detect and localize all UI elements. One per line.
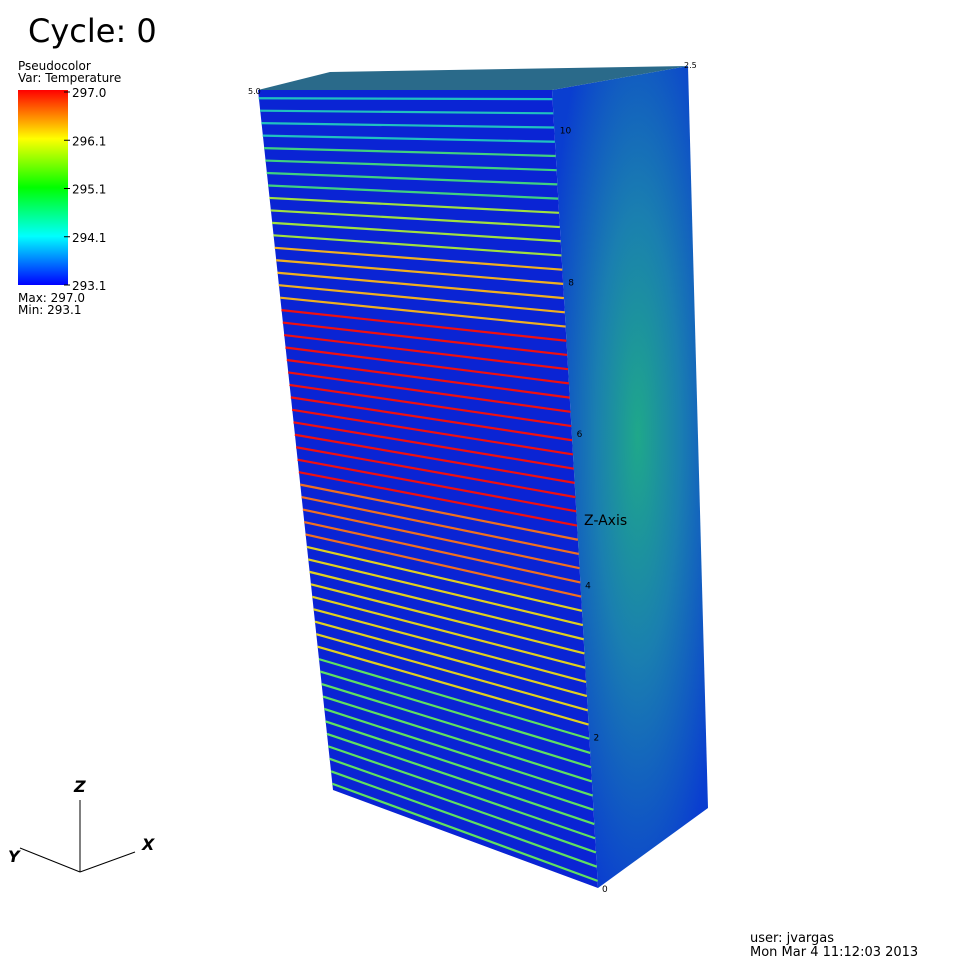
triad-x: X — [141, 835, 155, 854]
z-tick-label: 2 — [594, 733, 600, 743]
z-axis-label: Z-Axis — [584, 513, 627, 529]
stripe — [259, 98, 553, 99]
legend-var: Var: Temperature — [18, 71, 121, 85]
x-tick: 5.0 — [248, 87, 261, 96]
title: Cycle: 0 — [28, 12, 157, 50]
z-tick-label: 6 — [577, 430, 583, 440]
colorbar-label: 297.0 — [72, 86, 106, 100]
z-tick-label: 0 — [602, 885, 608, 895]
triad-y: Y — [8, 847, 21, 866]
visit-window: Cycle: 0 Pseudocolor Var: Temperature 29… — [0, 0, 956, 964]
legend-min: Min: 293.1 — [18, 303, 82, 317]
date: Mon Mar 4 11:12:03 2013 — [750, 945, 918, 960]
colorbar-label: 295.1 — [72, 183, 106, 197]
y-tick: 2.5 — [684, 61, 697, 70]
user: user: jvargas — [750, 931, 834, 946]
z-tick-label: 4 — [585, 582, 591, 592]
colorbar-label: 294.1 — [72, 231, 106, 245]
render: Cycle: 0 Pseudocolor Var: Temperature 29… — [0, 0, 956, 964]
colorbar-label: 296.1 — [72, 134, 106, 148]
triad — [20, 800, 135, 872]
colorbar — [18, 90, 68, 285]
z-tick-label: 8 — [568, 278, 574, 288]
z-tick-label: 10 — [560, 127, 572, 137]
triad-z: Z — [73, 777, 86, 796]
